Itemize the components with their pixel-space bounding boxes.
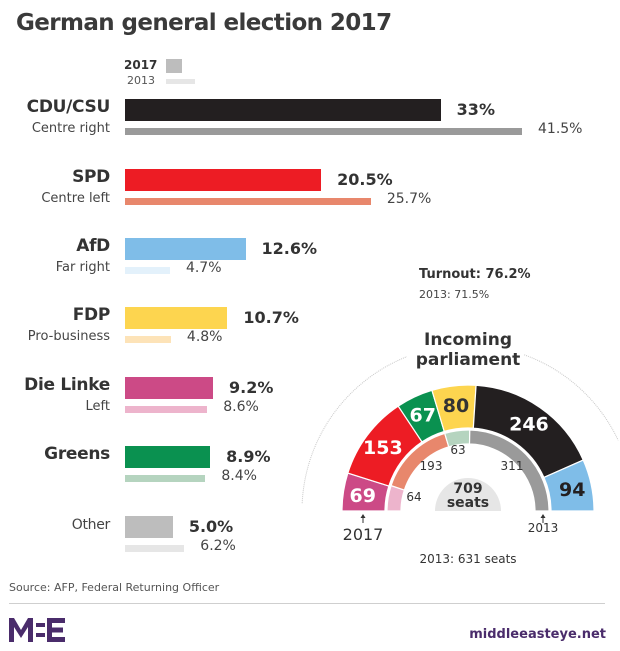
party-name: Die Linke <box>24 375 110 395</box>
site-link[interactable]: middleeasteye.net <box>469 627 606 642</box>
seat-label-2013: 63 <box>450 443 465 457</box>
bar-2013 <box>125 336 171 343</box>
value-label-2013: 8.6% <box>223 399 259 415</box>
bar-2013 <box>125 267 170 274</box>
party-description: Left <box>85 399 110 414</box>
seat-label-2013: 64 <box>406 490 421 504</box>
decorative-arc-left <box>301 356 408 504</box>
total-seats-unit: seats <box>447 495 489 511</box>
parliament-title-line1: Incoming <box>424 330 512 350</box>
pointer-2017-arrowhead-icon <box>360 514 366 518</box>
turnout-previous: 2013: 71.5% <box>419 288 490 301</box>
value-label-2013: 6.2% <box>200 538 236 554</box>
value-label-2017: 5.0% <box>188 517 234 536</box>
party-name: AfD <box>76 236 110 256</box>
value-label-2017: 20.5% <box>337 170 393 189</box>
value-label-2013: 41.5% <box>538 121 583 137</box>
bar-2013 <box>125 475 206 482</box>
bar-2013 <box>125 198 371 205</box>
turnout-label: Turnout: 76.2% <box>419 267 531 282</box>
seat-label-2013: 311 <box>501 459 524 473</box>
bar-2017 <box>125 377 213 399</box>
value-label-2017: 9.2% <box>229 378 274 397</box>
seat-label-2017: 94 <box>559 479 585 501</box>
value-label-2017: 8.9% <box>226 447 271 466</box>
pointer-2013-arrowhead-icon <box>540 514 546 518</box>
ring-label-2013: 2013 <box>528 521 559 535</box>
seat-label-2017: 69 <box>350 485 376 507</box>
bar-2017 <box>125 446 211 468</box>
value-label-2013: 8.4% <box>221 468 257 484</box>
seat-segment-2013 <box>468 429 550 512</box>
value-label-2017: 10.7% <box>243 308 299 327</box>
legend-swatch-2017 <box>166 59 182 73</box>
value-label-2017: 12.6% <box>261 239 318 258</box>
party-name: Other <box>71 517 111 533</box>
mee-logo-icon <box>9 618 65 642</box>
ring-label-2017: 2017 <box>343 525 384 544</box>
footer-divider <box>9 603 605 604</box>
seat-label-2017: 67 <box>410 405 436 427</box>
bar-2017 <box>125 307 228 329</box>
value-label-2013: 25.7% <box>386 191 432 207</box>
seat-label-2017: 153 <box>363 437 403 459</box>
seat-label-2017: 246 <box>509 414 549 436</box>
bar-2017 <box>125 516 173 538</box>
bar-2013 <box>125 406 208 413</box>
chart-title: German general election 2017 <box>16 10 392 36</box>
party-name: SPD <box>72 167 110 187</box>
seats-2013-footnote: 2013: 631 seats <box>419 552 516 566</box>
legend-label-2017: 2017 <box>124 58 158 72</box>
party-name: CDU/CSU <box>26 97 111 117</box>
bar-2017 <box>125 99 441 121</box>
legend-label-2013: 2013 <box>127 74 155 87</box>
seat-label-2017: 80 <box>443 395 469 417</box>
party-description: Far right <box>55 260 110 275</box>
party-name: Greens <box>44 444 110 464</box>
bar-2017 <box>125 169 322 191</box>
bar-2013 <box>125 545 185 552</box>
value-label-2013: 4.7% <box>185 260 222 276</box>
party-description: Centre left <box>41 191 110 206</box>
bar-2017 <box>125 238 246 260</box>
source-note: Source: AFP, Federal Returning Officer <box>9 581 220 594</box>
parliament-title-line2: parliament <box>416 350 521 370</box>
total-seats-number: 709 <box>453 481 482 497</box>
party-name: FDP <box>72 305 111 325</box>
party-description: Centre right <box>31 121 110 136</box>
seat-segment-2017 <box>543 459 595 512</box>
value-label-2013: 4.8% <box>186 329 223 345</box>
bar-2013 <box>125 128 522 135</box>
legend-swatch-2013 <box>166 79 195 84</box>
party-description: Pro-business <box>27 329 110 344</box>
center-seat-badge <box>435 478 501 511</box>
seat-label-2013: 193 <box>420 459 443 473</box>
value-label-2017: 33% <box>456 100 495 119</box>
